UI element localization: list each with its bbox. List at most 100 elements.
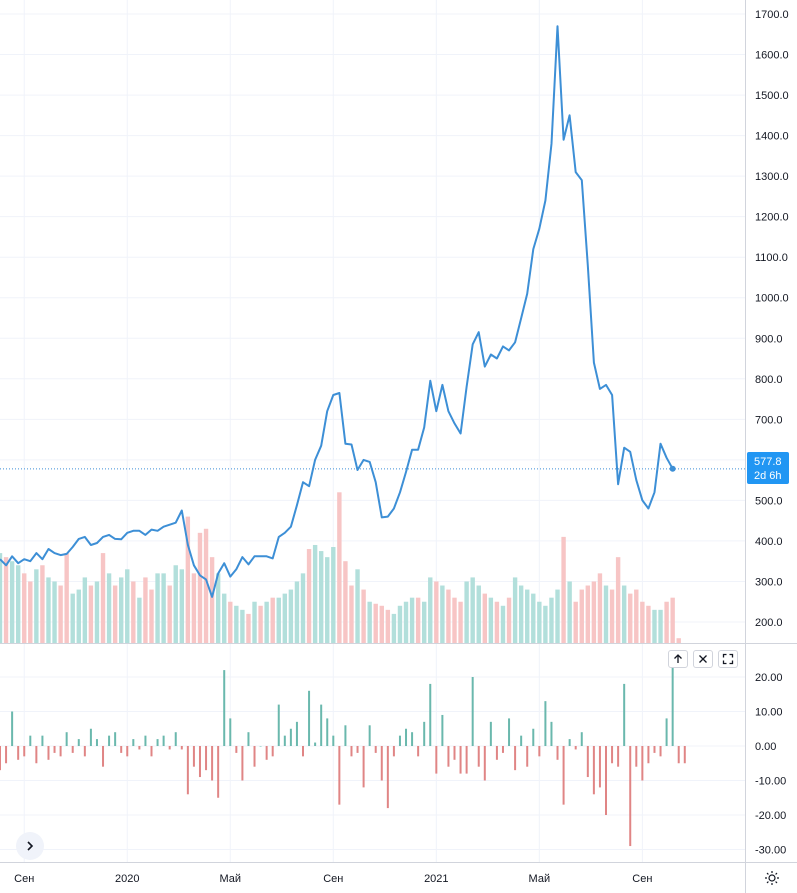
oscillator-bar: [338, 746, 341, 805]
oscillator-bar: [265, 746, 268, 760]
volume-bar: [585, 585, 591, 643]
oscillator-bar: [71, 746, 74, 753]
volume-bar: [112, 585, 118, 643]
oscillator-bar: [198, 746, 201, 778]
oscillator-bar: [459, 746, 462, 774]
close-pane-button[interactable]: [693, 650, 713, 668]
oscillator-bar: [477, 746, 480, 767]
oscillator-bar: [295, 721, 298, 746]
oscillator-bar: [556, 746, 559, 760]
move-up-button[interactable]: [668, 650, 688, 668]
oscillator-bar: [532, 728, 535, 746]
volume-bars: [0, 492, 681, 643]
oscillator-bar: [138, 746, 141, 750]
oscillator-bar: [471, 677, 474, 746]
oscillator-bar: [241, 746, 244, 781]
volume-bar: [670, 597, 675, 643]
volume-bar: [76, 589, 81, 643]
oscillator-bar: [574, 746, 577, 750]
time-tick-label: 2021: [424, 873, 448, 885]
oscillator-bar: [77, 739, 80, 746]
volume-bar: [203, 528, 209, 643]
oscillator-bar: [211, 746, 214, 781]
oscillator-bar: [447, 746, 450, 767]
oscillator-bar: [108, 735, 111, 746]
oscillator-bar: [126, 746, 129, 757]
time-tick-label: Сен: [323, 873, 343, 885]
volume-bar: [106, 573, 112, 643]
volume-bar: [579, 589, 584, 643]
price-tick-label: 1600.0: [755, 50, 789, 62]
volume-bar: [385, 609, 391, 643]
price-tick-label: 300.0: [755, 576, 783, 588]
volume-bar: [567, 581, 572, 643]
volume-bar: [88, 585, 94, 643]
close-icon: [699, 655, 707, 663]
price-tick-label: 1400.0: [755, 131, 789, 143]
volume-bar: [306, 549, 312, 643]
volume-bar: [537, 601, 542, 643]
volume-bar: [506, 597, 512, 643]
oscillator-bar: [229, 718, 232, 746]
oscillator-bar: [314, 742, 317, 746]
oscillator-axis[interactable]: 20.00 10.00 0.00 -10.00 -20.00 -30.00: [755, 672, 786, 857]
volume-bar: [258, 605, 263, 643]
oscillator-bar: [405, 728, 408, 746]
volume-bar: [525, 589, 530, 643]
oscillator-histogram: [0, 663, 686, 847]
oscillator-bar: [635, 746, 638, 767]
volume-bar: [312, 544, 318, 643]
volume-bar: [100, 553, 106, 643]
chart-settings-button[interactable]: [762, 868, 782, 888]
oscillator-bar: [592, 746, 595, 795]
volume-bar: [664, 601, 669, 643]
oscillator-bar: [665, 718, 668, 746]
volume-bar: [628, 593, 633, 643]
scroll-right-button[interactable]: [16, 832, 44, 860]
time-tick-label: Май: [219, 873, 241, 885]
oscillator-bar: [271, 746, 274, 757]
maximize-icon: [722, 653, 734, 665]
maximize-pane-button[interactable]: [718, 650, 738, 668]
oscillator-bar: [168, 746, 171, 750]
volume-bar: [82, 577, 88, 643]
volume-bar: [500, 605, 506, 643]
volume-bar: [488, 597, 494, 643]
volume-bar: [3, 557, 9, 643]
oscillator-bar: [17, 746, 20, 760]
price-axis[interactable]: 200.0300.0400.0500.0600.0700.0800.0900.0…: [755, 9, 789, 629]
volume-bar: [597, 573, 603, 643]
volume-bar: [555, 589, 560, 643]
price-tick-label: 500.0: [755, 495, 783, 507]
volume-bar: [215, 573, 221, 643]
volume-bar: [446, 589, 451, 643]
oscillator-bar: [114, 732, 117, 746]
oscillator-bar: [641, 746, 644, 781]
volume-bar: [185, 516, 191, 643]
oscillator-bar: [223, 670, 226, 746]
oscillator-bar: [150, 746, 153, 757]
volume-bar: [343, 561, 348, 643]
oscillator-bar: [83, 746, 86, 757]
volume-bar: [222, 593, 227, 643]
oscillator-bar: [247, 732, 250, 746]
volume-bar: [191, 573, 197, 643]
oscillator-bar: [59, 746, 62, 757]
oscillator-tick-label: 20.00: [755, 672, 783, 684]
volume-bar: [28, 581, 33, 643]
oscillator-bar: [683, 746, 686, 764]
volume-bar: [15, 565, 21, 643]
volume-bar: [434, 581, 439, 643]
volume-bar: [143, 577, 148, 643]
oscillator-bar: [162, 735, 165, 746]
volume-bar: [52, 581, 57, 643]
volume-bar: [46, 577, 51, 643]
time-axis[interactable]: Сен 2020 Май Сен 2021 Май Сен: [14, 873, 652, 885]
volume-bar: [482, 593, 487, 643]
volume-bar: [179, 569, 184, 643]
volume-bar: [640, 601, 645, 643]
volume-bar: [573, 601, 578, 643]
volume-bar: [246, 613, 251, 643]
oscillator-bar: [308, 690, 311, 746]
